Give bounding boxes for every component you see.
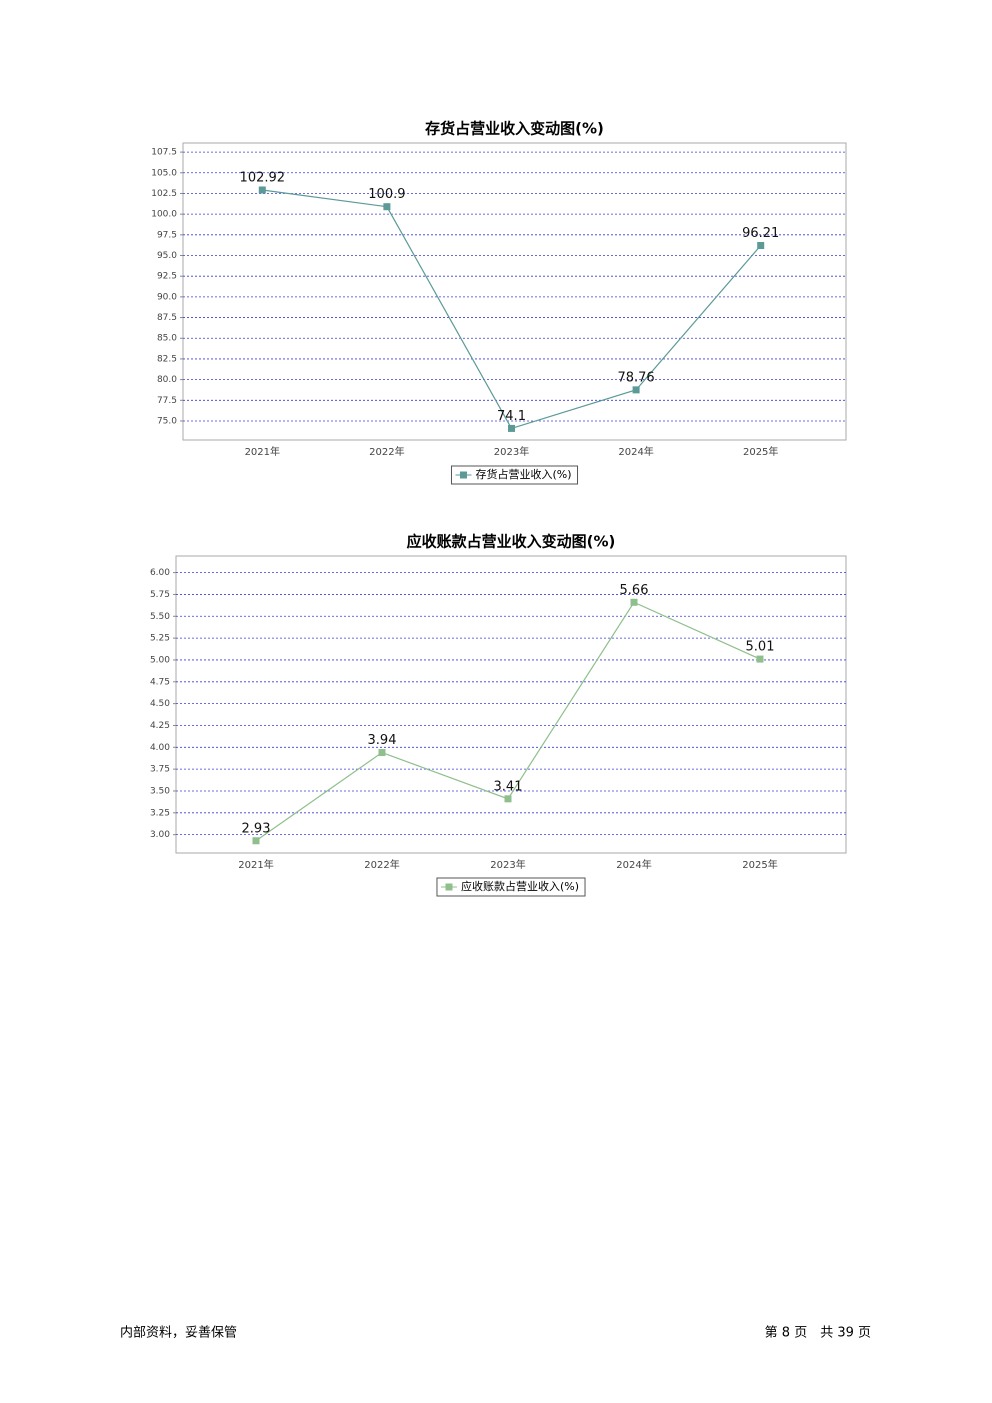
data-label: 78.76 (617, 370, 654, 385)
x-tick-label: 2021年 (245, 445, 280, 458)
data-label: 2.93 (242, 821, 271, 836)
y-tick-label: 5.75 (150, 590, 170, 600)
y-tick-label: 4.00 (150, 743, 170, 753)
y-tick-label: 5.50 (150, 612, 170, 622)
y-tick-label: 107.5 (151, 148, 177, 158)
data-point (504, 795, 512, 803)
plot-area (182, 142, 847, 441)
data-point (258, 186, 266, 194)
legend-label: 应收账款占营业收入(%) (461, 879, 579, 893)
data-label: 102.92 (240, 170, 286, 185)
y-tick-label: 3.50 (150, 786, 170, 796)
plot-area (175, 555, 847, 854)
y-tick-label: 100.0 (151, 210, 177, 220)
x-tick-label: 2021年 (238, 858, 273, 871)
y-tick-label: 77.5 (157, 396, 177, 406)
y-tick-label: 5.00 (150, 655, 170, 665)
y-tick-label: 102.5 (151, 189, 177, 199)
x-tick-label: 2022年 (364, 858, 399, 871)
legend-marker (459, 471, 467, 479)
legend-marker (445, 883, 453, 891)
legend-label: 存货占营业收入(%) (475, 467, 571, 481)
data-point (756, 655, 764, 663)
data-label: 3.94 (368, 733, 397, 748)
x-tick-label: 2025年 (742, 858, 777, 871)
data-label: 3.41 (494, 779, 523, 794)
x-tick-label: 2023年 (494, 445, 529, 458)
y-tick-label: 75.0 (157, 416, 177, 426)
data-label: 74.1 (497, 409, 526, 424)
y-tick-label: 6.00 (150, 568, 170, 578)
x-tick-label: 2024年 (616, 858, 651, 871)
chart-title: 存货占营业收入变动图(%) (425, 120, 604, 138)
y-tick-label: 87.5 (157, 313, 177, 323)
footer-left: 内部资料，妥善保管 (120, 1325, 237, 1341)
data-point (757, 242, 765, 250)
legend-box (436, 877, 586, 897)
y-tick-label: 4.25 (150, 721, 170, 731)
footer-right: 第 8 页 共 39 页 (765, 1326, 871, 1341)
y-tick-label: 90.0 (157, 292, 177, 302)
chart-title: 应收账款占营业收入变动图(%) (407, 533, 616, 551)
y-tick-label: 82.5 (157, 354, 177, 364)
x-tick-label: 2022年 (369, 445, 404, 458)
y-tick-label: 3.75 (150, 765, 170, 775)
y-tick-label: 4.50 (150, 699, 170, 709)
data-point (508, 424, 515, 432)
y-tick-label: 92.5 (157, 272, 177, 282)
y-tick-label: 95.0 (157, 251, 177, 261)
y-tick-label: 3.25 (150, 808, 170, 818)
y-tick-label: 97.5 (157, 230, 177, 240)
data-point (630, 598, 638, 606)
data-label: 100.9 (368, 187, 405, 202)
y-tick-label: 3.00 (150, 830, 170, 840)
y-tick-label: 5.25 (150, 634, 170, 644)
x-tick-label: 2023年 (490, 858, 525, 871)
x-tick-label: 2024年 (618, 445, 653, 458)
x-tick-label: 2025年 (743, 445, 778, 458)
series-line (262, 189, 762, 430)
data-point (632, 386, 640, 394)
y-tick-label: 105.0 (151, 168, 177, 178)
y-tick-label: 4.75 (150, 677, 170, 687)
legend-box (450, 465, 579, 485)
y-tick-label: 80.0 (157, 375, 177, 385)
data-point (378, 749, 386, 757)
data-label: 5.66 (620, 583, 649, 598)
data-point (383, 203, 391, 211)
y-tick-label: 85.0 (157, 334, 177, 344)
data-label: 96.21 (742, 226, 779, 241)
data-label: 5.01 (746, 640, 775, 655)
data-point (252, 837, 260, 845)
